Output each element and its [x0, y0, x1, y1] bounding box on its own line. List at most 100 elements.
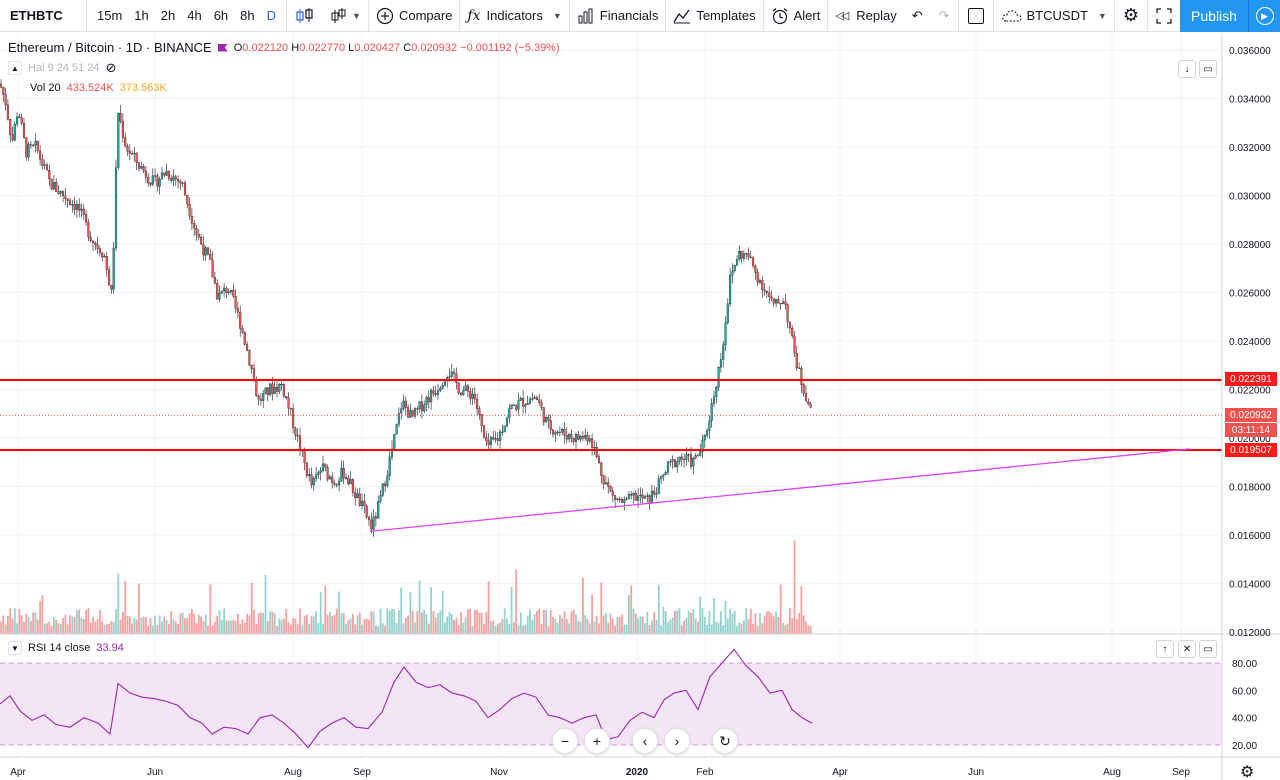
- volume-bar: [308, 623, 311, 634]
- time-tick-label: Nov: [490, 767, 508, 778]
- candle-body: [545, 417, 548, 423]
- candle-body: [292, 408, 295, 429]
- candle-body: [381, 483, 384, 496]
- volume-bar: [156, 624, 159, 634]
- candle-body: [41, 158, 44, 166]
- chevron-down-icon[interactable]: ▼: [8, 641, 22, 655]
- volume-bar: [375, 625, 377, 634]
- candle-body: [321, 463, 325, 471]
- symbol-search-button[interactable]: ETHBTC: [10, 8, 63, 23]
- candle-body: [177, 178, 180, 182]
- candle-body: [183, 182, 187, 196]
- candle-body: [436, 390, 440, 395]
- scroll-left-button[interactable]: ‹: [632, 728, 658, 754]
- candle-body: [485, 436, 488, 442]
- candle-body: [535, 397, 538, 400]
- candle-body: [308, 474, 311, 476]
- save-layout-button[interactable]: BTCUSDT ▼: [994, 0, 1114, 32]
- volume-bar: [303, 615, 306, 634]
- volume-bar: [538, 608, 541, 634]
- financials-button[interactable]: Financials: [570, 0, 666, 32]
- publish-button[interactable]: Publish: [1180, 0, 1248, 32]
- alert-button[interactable]: Alert: [764, 0, 828, 32]
- candle-body: [634, 493, 637, 501]
- volume-bar: [411, 611, 414, 634]
- maximize-pane-button[interactable]: ▭: [1199, 60, 1217, 78]
- candle-body: [508, 408, 511, 419]
- candle-body: [595, 447, 598, 457]
- interval-6h[interactable]: 6h: [213, 8, 229, 23]
- move-pane-up-button[interactable]: ↑: [1156, 640, 1174, 658]
- bar-style-button[interactable]: ▼: [323, 0, 368, 32]
- time-tick-label: Jun: [147, 767, 163, 778]
- publish-menu-button[interactable]: ▶: [1248, 0, 1280, 32]
- interval-15m[interactable]: 15m: [97, 8, 123, 23]
- support-trendline[interactable]: [369, 448, 1191, 533]
- candle-body: [763, 289, 766, 292]
- candle-body: [459, 392, 463, 395]
- chart-canvas[interactable]: 0.036000 0.034000 0.032000 0.030000 0.028000…: [0, 33, 1280, 780]
- flag-icon[interactable]: [217, 43, 228, 52]
- candle-body: [344, 477, 348, 479]
- candle-body: [600, 462, 603, 476]
- redo-button[interactable]: ↷: [931, 0, 958, 32]
- eye-hidden-icon[interactable]: ⊘: [105, 60, 117, 75]
- close-pane-button[interactable]: ✕: [1178, 640, 1196, 658]
- volume-bar: [381, 623, 384, 634]
- indicators-button[interactable]: ƒx Indicators ▼: [460, 0, 568, 32]
- interval-2h[interactable]: 2h: [160, 8, 176, 23]
- volume-bar: [563, 611, 566, 634]
- candle-body: [512, 404, 515, 407]
- volume-bar: [209, 584, 212, 634]
- undo-button[interactable]: ↶: [904, 0, 931, 32]
- volume-bar: [733, 611, 736, 634]
- volume-bar: [66, 624, 69, 634]
- interval-4h[interactable]: 4h: [187, 8, 202, 23]
- candle-body: [676, 461, 679, 468]
- volume-bar: [559, 614, 561, 634]
- volume-bar: [519, 612, 522, 634]
- candle-body: [678, 456, 681, 462]
- trendline[interactable]: [369, 448, 1191, 533]
- fullscreen-button[interactable]: [1148, 0, 1180, 32]
- candle-body: [584, 435, 587, 439]
- settings-button[interactable]: ⚙: [1115, 0, 1147, 32]
- zoom-out-button[interactable]: −: [552, 728, 578, 754]
- replay-button[interactable]: ◁◁ Replay: [828, 0, 903, 32]
- templates-button[interactable]: Templates: [666, 0, 762, 32]
- candle-body: [211, 259, 214, 278]
- chart-style-button[interactable]: [287, 0, 323, 32]
- scroll-right-button[interactable]: ›: [664, 728, 690, 754]
- candle-body: [147, 177, 150, 184]
- volume-bar: [315, 611, 317, 634]
- maximize-rsi-button[interactable]: ▭: [1199, 640, 1217, 658]
- gear-icon[interactable]: ⚙: [1240, 764, 1255, 780]
- volume-bar: [55, 619, 58, 634]
- volume-bar: [588, 623, 591, 634]
- interval-1h[interactable]: 1h: [134, 8, 149, 23]
- zoom-in-button[interactable]: +: [584, 728, 610, 754]
- reset-chart-button[interactable]: ↻: [712, 728, 738, 754]
- volume-bar: [158, 615, 161, 634]
- volume-bar: [27, 617, 30, 634]
- time-tick-label: Apr: [10, 767, 26, 778]
- interval-d[interactable]: D: [266, 8, 277, 23]
- candle-body: [170, 178, 173, 181]
- price-tick-label: 0.036000: [1229, 46, 1271, 57]
- volume-bar: [556, 622, 559, 634]
- candle-body: [310, 474, 313, 486]
- candle-body: [89, 236, 92, 241]
- volume-bar: [345, 624, 347, 634]
- interval-8h[interactable]: 8h: [240, 8, 255, 23]
- price-tick-label: 0.012000: [1229, 628, 1271, 639]
- compare-button[interactable]: Compare: [369, 0, 459, 32]
- scroll-down-button[interactable]: ↓: [1178, 60, 1196, 78]
- layout-button[interactable]: [959, 0, 993, 32]
- volume-bar: [480, 612, 483, 634]
- candle-body: [489, 437, 492, 445]
- chevron-up-icon[interactable]: ▲: [8, 61, 22, 75]
- volume-bar: [85, 610, 87, 634]
- candle-body: [96, 244, 99, 249]
- volume-bar: [736, 625, 738, 634]
- volume-bar: [731, 613, 734, 634]
